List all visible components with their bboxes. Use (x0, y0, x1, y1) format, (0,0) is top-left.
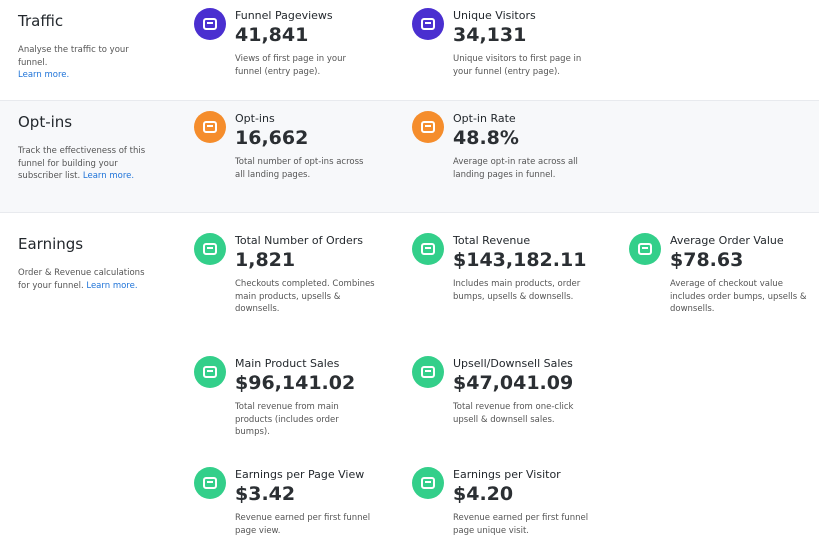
section: Traffic Analyse the traffic to your funne… (0, 0, 819, 100)
learn-more-link[interactable]: Learn more. (82, 171, 135, 181)
metric-value: 16,662 (235, 127, 309, 149)
metric-label: Opt-ins (235, 112, 275, 125)
metric-label: Earnings per Page View (235, 468, 365, 481)
metric-value: 34,131 (453, 24, 527, 46)
metric-description: Total revenue from one-click upsell & do… (453, 402, 574, 425)
metric-description: Total number of opt-ins across all landi… (235, 157, 364, 180)
metric-description: Unique visitors to first page in your fu… (453, 54, 582, 77)
metric-value: $143,182.11 (453, 249, 587, 271)
metric-value: $4.20 (453, 483, 514, 505)
metric-description: Includes main products, order bumps, ups… (453, 279, 581, 302)
metric-icon (194, 111, 226, 143)
metric-value: $78.63 (670, 249, 744, 271)
metric-card: Total Number of Orders 1,821 Checkouts com… (194, 233, 384, 323)
metric-card: Total Revenue $143,182.11 Includes main pr… (412, 233, 602, 323)
metric-value: $47,041.09 (453, 372, 574, 394)
metric-description: Revenue earned per first funnel page vie… (235, 513, 371, 536)
metric-icon (194, 356, 226, 388)
metric-label: Average Order Value (670, 234, 784, 247)
section-title: Earnings (18, 235, 84, 253)
learn-more-link[interactable]: Learn more. (18, 70, 70, 80)
metric-icon (412, 467, 444, 499)
metric-label: Total Number of Orders (235, 234, 363, 247)
metric-icon (629, 233, 661, 265)
section-title: Opt-ins (18, 113, 73, 131)
metric-description: Revenue earned per first funnel page uni… (453, 513, 589, 536)
metric-value: $96,141.02 (235, 372, 356, 394)
metric-card: Average Order Value $78.63 Average of chec… (629, 233, 819, 323)
metric-icon (194, 233, 226, 265)
section-description: Analyse the traffic to your funnel. Learn… (18, 44, 158, 82)
section-title: Traffic (18, 12, 64, 30)
metric-value: 48.8% (453, 127, 519, 149)
metric-icon (194, 467, 226, 499)
section: Earnings Order & Revenue calculations for… (0, 213, 819, 547)
metric-card: Upsell/Downsell Sales $47,041.09 Total rev… (412, 356, 602, 446)
learn-more-link[interactable]: Learn more. (86, 280, 138, 291)
metric-icon (412, 233, 444, 265)
metric-label: Main Product Sales (235, 357, 340, 370)
section: Opt-ins Track the effectiveness of this f… (0, 100, 819, 213)
metric-label: Earnings per Visitor (453, 468, 561, 481)
section-description: Track the effectiveness of this funnel f… (18, 145, 158, 183)
description-text: Order & Revenue calculations for your fu… (18, 268, 145, 291)
metric-value: $3.42 (235, 483, 296, 505)
description-text: Analyse the traffic to your funnel. (18, 45, 129, 68)
metric-description: Average of checkout value includes order… (670, 279, 807, 314)
metric-icon (412, 8, 444, 40)
metric-description: Checkouts completed. Combines main produ… (235, 279, 375, 314)
metric-label: Unique Visitors (453, 9, 536, 22)
metric-value: 1,821 (235, 249, 296, 271)
metric-card: Opt-ins 16,662 Total number of opt-ins acr… (194, 111, 384, 201)
metric-label: Opt-in Rate (453, 112, 516, 125)
metric-icon (194, 8, 226, 40)
metric-card: Earnings per Visitor $4.20 Revenue earned … (412, 467, 602, 557)
metric-card: Main Product Sales $96,141.02 Total revenu… (194, 356, 384, 446)
section-description: Order & Revenue calculations for your fu… (18, 267, 158, 292)
metric-label: Total Revenue (453, 234, 531, 247)
metric-card: Unique Visitors 34,131 Unique visitors to … (412, 8, 602, 98)
metric-label: Funnel Pageviews (235, 9, 333, 22)
metric-description: Average opt-in rate across all landing p… (453, 157, 578, 180)
metric-card: Earnings per Page View $3.42 Revenue earne… (194, 467, 384, 557)
metric-description: Total revenue from main products (includ… (235, 402, 339, 437)
metric-description: Views of first page in your funnel (entr… (235, 54, 347, 77)
metric-card: Funnel Pageviews 41,841 Views of first pag… (194, 8, 384, 98)
metric-icon (412, 356, 444, 388)
metric-value: 41,841 (235, 24, 309, 46)
description-text: Track the effectiveness of this funnel f… (18, 146, 146, 181)
metric-label: Upsell/Downsell Sales (453, 357, 573, 370)
metric-card: Opt-in Rate 48.8% Average opt-in rate acro… (412, 111, 602, 201)
metric-icon (412, 111, 444, 143)
